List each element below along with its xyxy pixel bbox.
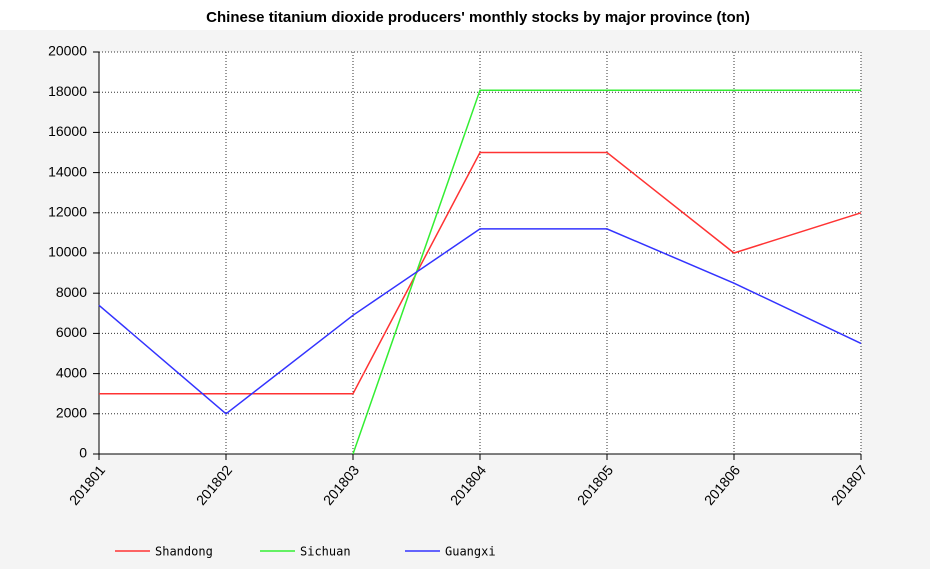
series-line <box>99 151 862 395</box>
series-line <box>352 89 861 455</box>
y-tick-label: 18000 <box>48 83 87 99</box>
chart-title: Chinese titanium dioxide producers' mont… <box>206 9 750 26</box>
y-tick-label: 6000 <box>56 324 87 340</box>
y-tick-label: 12000 <box>48 204 87 220</box>
y-tick-label: 4000 <box>56 364 87 380</box>
y-tick-label: 14000 <box>48 163 87 179</box>
y-tick-label: 2000 <box>56 405 87 421</box>
legend-label: Sichuan <box>300 545 351 559</box>
y-tick-label: 0 <box>79 445 87 461</box>
series-line <box>98 228 862 415</box>
y-tick-label: 16000 <box>48 123 87 139</box>
y-tick-label: 8000 <box>56 284 87 300</box>
y-tick-label: 10000 <box>48 244 87 260</box>
legend-label: Guangxi <box>445 545 496 559</box>
y-tick-label: 20000 <box>48 43 87 59</box>
legend-label: Shandong <box>155 545 213 559</box>
